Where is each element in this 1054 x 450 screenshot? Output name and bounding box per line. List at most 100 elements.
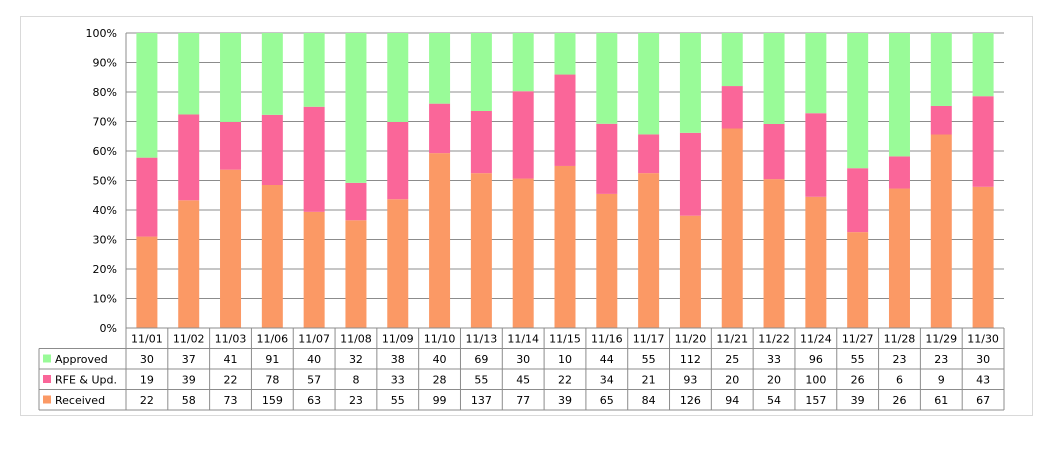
x-category-label: 11/09 [382,333,414,346]
bar-segment [512,91,534,179]
bar-segment [303,106,325,212]
data-table-value: 40 [307,353,321,366]
data-table-value: 23 [934,353,948,366]
data-table-value: 40 [433,353,447,366]
bar-segment [638,134,660,174]
data-table-value: 78 [265,374,279,387]
data-table-value: 55 [851,353,865,366]
y-tick-label: 60% [93,145,117,158]
bar-segment [638,173,660,328]
data-table-value: 26 [851,374,865,387]
y-tick-label: 30% [93,234,117,247]
legend-label: Received [55,394,105,407]
data-table-value: 25 [725,353,739,366]
bar-segment [261,33,283,115]
y-tick-label: 90% [93,57,117,70]
x-category-label: 11/20 [675,333,707,346]
data-table-value: 157 [805,394,826,407]
data-table-value: 23 [892,353,906,366]
data-table-value: 94 [725,394,739,407]
bar-segment [470,110,492,174]
legend-key [43,354,51,363]
x-category-label: 11/30 [967,333,999,346]
bar-segment [178,200,200,328]
bar-segment [387,33,409,122]
bar-segment [261,184,283,328]
data-table-value: 91 [265,353,279,366]
x-category-label: 11/06 [256,333,288,346]
x-category-label: 11/10 [424,333,456,346]
data-table-value: 69 [474,353,488,366]
y-tick-label: 50% [93,175,117,188]
data-table-value: 73 [224,394,238,407]
data-table-value: 10 [558,353,572,366]
bar-segment [972,186,994,328]
data-table-value: 43 [976,374,990,387]
data-table-value: 41 [224,353,238,366]
bar-segment [429,33,451,104]
data-table-value: 19 [140,374,154,387]
data-table-value: 22 [224,374,238,387]
y-tick-label: 80% [93,86,117,99]
data-table-value: 33 [391,374,405,387]
bar-segment [763,179,785,328]
x-category-label: 11/02 [173,333,205,346]
bar-segment [930,134,952,328]
bar-segment [679,33,701,133]
data-table-value: 38 [391,353,405,366]
x-category-label: 11/03 [215,333,247,346]
bar-segment [512,33,534,92]
x-category-label: 11/14 [507,333,539,346]
y-tick-label: 20% [93,263,117,276]
data-table-value: 30 [140,353,154,366]
legend-key [43,375,51,383]
bar-segment [972,33,994,97]
bar-segment [596,123,618,194]
bar-segment [679,215,701,328]
data-table-value: 44 [600,353,614,366]
bar-segment [805,113,827,197]
bar-segment [345,220,367,328]
bar-segment [136,157,158,237]
bar-segment [763,123,785,180]
bar-segment [679,132,701,216]
bar-segment [220,121,242,170]
x-category-label: 11/07 [298,333,330,346]
y-tick-label: 100% [86,27,117,40]
bar-segment [429,103,451,154]
bar-segment [805,33,827,114]
data-table-value: 22 [558,374,572,387]
y-tick-label: 70% [93,116,117,129]
bar-segment [888,188,910,328]
x-category-label: 11/22 [758,333,790,346]
bar-segment [721,128,743,328]
data-table-value: 96 [809,353,823,366]
x-category-label: 11/01 [131,333,163,346]
data-table-value: 100 [805,374,826,387]
bar-segment [847,33,869,169]
bar-segment [554,74,576,166]
data-table-value: 63 [307,394,321,407]
x-category-label: 11/13 [466,333,498,346]
bar-segment [638,33,660,135]
bar-segment [303,211,325,328]
data-table-value: 22 [140,394,154,407]
data-table-value: 34 [600,374,614,387]
x-category-label: 11/15 [549,333,581,346]
x-category-label: 11/21 [716,333,748,346]
bar-segment [512,178,534,328]
stacked-percent-bar-chart: 0% 10% 20% 30% 40% 50% 60% 70% 80% 90% 100% 11/01 11… [38,27,1005,411]
bar-segment [303,33,325,107]
bar-segment [888,156,910,189]
bar-segment [470,173,492,328]
bar-segment [596,33,618,124]
bar-segment [721,86,743,129]
bar-segment [220,169,242,328]
y-tick-label: 40% [93,204,117,217]
data-table-value: 39 [851,394,865,407]
bar-segment [554,33,576,75]
data-table-value: 55 [474,374,488,387]
x-category-label: 11/24 [800,333,832,346]
data-table-value: 99 [433,394,447,407]
legend-label: RFE & Upd. [55,374,117,387]
